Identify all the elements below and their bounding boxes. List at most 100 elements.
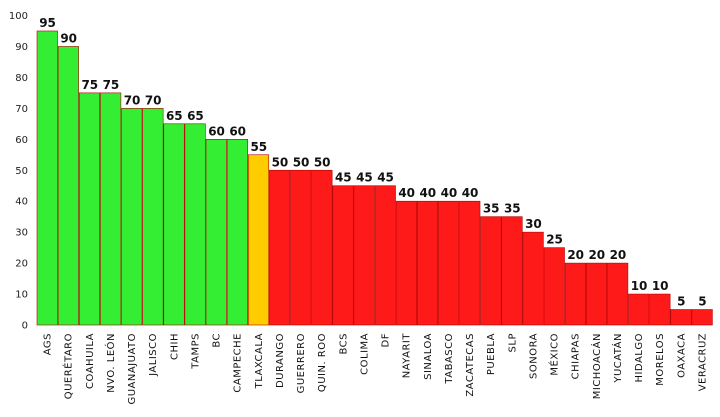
bar bbox=[416, 200, 439, 326]
category-label: BCS bbox=[338, 333, 349, 355]
bar bbox=[163, 123, 185, 326]
bar bbox=[226, 139, 248, 326]
y-tick-label: 70 bbox=[15, 104, 28, 115]
bar bbox=[628, 293, 650, 326]
category-label: ZACATECAS bbox=[465, 333, 476, 397]
bar bbox=[57, 46, 79, 326]
value-label: 10 bbox=[631, 279, 648, 293]
value-label: 75 bbox=[103, 78, 120, 92]
category-label: NAYARIT bbox=[402, 333, 413, 379]
category-label: AGS bbox=[43, 333, 54, 355]
value-label: 60 bbox=[208, 124, 225, 138]
bar bbox=[649, 293, 671, 326]
bar bbox=[269, 169, 291, 326]
category-label: SINALOA bbox=[423, 333, 434, 380]
category-label: TAMPS bbox=[190, 333, 201, 370]
value-label: 10 bbox=[652, 279, 669, 293]
value-label: 25 bbox=[546, 233, 563, 247]
y-tick-label: 60 bbox=[15, 135, 28, 146]
category-label: CHIH bbox=[169, 333, 180, 360]
bar bbox=[353, 185, 375, 326]
bar bbox=[480, 216, 502, 326]
bar bbox=[374, 185, 396, 326]
value-label: 55 bbox=[250, 140, 267, 154]
bar bbox=[100, 92, 122, 326]
bar bbox=[332, 185, 354, 326]
category-label: MICHOACÁN bbox=[590, 333, 603, 399]
bar bbox=[247, 154, 270, 326]
bar bbox=[585, 262, 608, 326]
y-tick-label: 80 bbox=[15, 73, 28, 84]
category-label: COLIMA bbox=[359, 333, 370, 375]
category-label: SLP bbox=[507, 333, 518, 352]
value-label: 20 bbox=[610, 248, 627, 262]
category-label: JALISCO bbox=[148, 333, 159, 377]
y-tick-label: 20 bbox=[15, 259, 28, 270]
value-label: 65 bbox=[187, 109, 204, 123]
value-label: 60 bbox=[229, 124, 246, 138]
bar bbox=[564, 262, 586, 326]
category-label: YUCATÁN bbox=[611, 333, 624, 384]
value-label: 45 bbox=[377, 171, 394, 185]
y-tick-label: 90 bbox=[15, 42, 28, 53]
bar bbox=[205, 139, 227, 326]
category-label: GUERRERO bbox=[296, 333, 307, 393]
y-tick-label: 0 bbox=[22, 321, 28, 332]
bar bbox=[459, 200, 481, 326]
category-label: CHIAPAS bbox=[571, 333, 582, 379]
value-label: 45 bbox=[335, 171, 352, 185]
category-label: SONORA bbox=[528, 333, 539, 379]
value-label: 40 bbox=[398, 186, 415, 200]
value-label: 40 bbox=[419, 186, 436, 200]
category-label: VERACRUZ bbox=[697, 333, 708, 391]
value-label: 50 bbox=[293, 155, 310, 169]
value-label: 70 bbox=[124, 93, 141, 107]
category-label: DF bbox=[381, 333, 392, 347]
value-label: 30 bbox=[525, 217, 542, 231]
value-label: 35 bbox=[483, 202, 500, 216]
bar bbox=[670, 309, 692, 326]
y-tick-label: 40 bbox=[15, 197, 28, 208]
value-label: 75 bbox=[81, 78, 98, 92]
category-label: QUIN. ROO bbox=[317, 333, 328, 392]
category-label: CAMPECHE bbox=[233, 333, 244, 393]
bar bbox=[438, 200, 460, 326]
category-label: GUANAJUATO bbox=[127, 333, 138, 405]
bar bbox=[121, 108, 143, 326]
bar bbox=[36, 30, 58, 326]
y-tick-label: 100 bbox=[9, 11, 28, 22]
bar bbox=[290, 169, 312, 326]
bar bbox=[543, 247, 565, 326]
bar bbox=[311, 169, 333, 326]
bar bbox=[184, 123, 206, 326]
value-label: 50 bbox=[272, 155, 289, 169]
value-label: 20 bbox=[567, 248, 584, 262]
bar bbox=[142, 108, 164, 326]
category-label: TABASCO bbox=[444, 333, 455, 385]
category-label: OAXACA bbox=[676, 333, 687, 378]
category-labels: AGS QUERÉTARO COAHUILA NVO. LEÓN GUANAJUATO J… bbox=[43, 333, 709, 405]
category-label: COAHUILA bbox=[85, 333, 96, 389]
value-label: 40 bbox=[462, 186, 479, 200]
bar bbox=[522, 231, 544, 326]
value-label: 95 bbox=[39, 16, 56, 30]
value-label: 35 bbox=[504, 202, 521, 216]
value-label: 5 bbox=[677, 295, 685, 309]
y-tick-label: 10 bbox=[15, 290, 28, 301]
y-tick-label: 50 bbox=[15, 166, 28, 177]
bar bbox=[607, 262, 629, 326]
value-label: 20 bbox=[588, 248, 605, 262]
category-label: MORELOS bbox=[655, 333, 666, 386]
category-label: NVO. LEÓN bbox=[104, 333, 117, 393]
category-label: BC bbox=[212, 333, 223, 348]
value-labels: 95 90 75 75 70 70 65 65 60 60 55 50 50 50 45 45 45 40 40 40… bbox=[39, 16, 706, 309]
y-tick-label: 30 bbox=[15, 228, 28, 239]
category-label: TLAXCALA bbox=[254, 333, 265, 389]
value-label: 40 bbox=[441, 186, 458, 200]
category-label: DURANGO bbox=[275, 333, 286, 388]
bar bbox=[78, 92, 101, 326]
category-label: HIDALGO bbox=[634, 333, 645, 383]
value-label: 65 bbox=[166, 109, 183, 123]
value-label: 50 bbox=[314, 155, 331, 169]
